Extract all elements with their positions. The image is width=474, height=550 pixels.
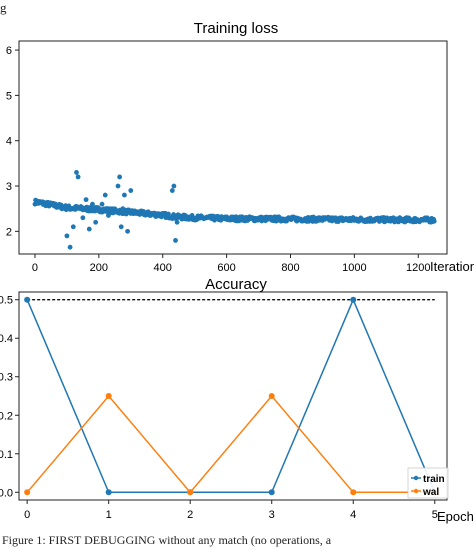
accuracy-ytick-label: 0.2 (0, 410, 13, 422)
loss-point (431, 218, 437, 224)
accuracy-xtick-label: 1 (106, 509, 112, 521)
legend-box (407, 467, 449, 499)
loss-ticks: 0 200 400 600 800 1000 1200 2 3 4 5 6 (6, 45, 431, 274)
loss-outlier-point (70, 224, 76, 230)
loss-outlier-point (74, 170, 79, 175)
loss-outlier-point (169, 188, 175, 193)
legend-marker-train (413, 475, 419, 481)
loss-xtick-label: 1200 (406, 262, 430, 274)
series-point-train (350, 296, 357, 303)
loss-outlier-point (75, 174, 81, 180)
loss-outlier-point (120, 206, 126, 212)
loss-plot-frame (18, 40, 448, 255)
series-point-wal (105, 393, 112, 399)
loss-outlier-point (102, 192, 108, 198)
accuracy-chart-title: Accuracy (205, 276, 267, 293)
loss-ytick-label: 6 (6, 45, 12, 57)
loss-chart: Training loss 0 200 400 600 800 1000 1200 2 3 4 5 6… (6, 20, 474, 274)
series-point-wal (187, 489, 194, 496)
loss-outlier-point (115, 183, 121, 189)
loss-xtick-label: 0 (32, 262, 38, 274)
accuracy-ytick-label: 0.4 (0, 333, 13, 345)
loss-xlabel: Iteration (430, 259, 474, 274)
loss-outlier-point (86, 226, 92, 232)
loss-ytick-label: 2 (6, 226, 12, 238)
accuracy-ytick-label: 0.0 (0, 487, 13, 499)
header-fragment: g (0, 0, 7, 15)
loss-outlier-point (106, 213, 111, 218)
loss-outlier-point (117, 174, 123, 180)
loss-outlier-point (122, 192, 127, 198)
loss-xtick-label: 200 (90, 262, 108, 274)
accuracy-series (24, 296, 438, 496)
loss-outlier-point (93, 219, 99, 225)
legend-marker-wal (413, 488, 419, 494)
accuracy-chart: Accuracy 0 1 2 3 4 50.00.10.20.30.40.5 Epoch … (0, 276, 474, 524)
accuracy-ticks: 0 1 2 3 4 5 0.0 0.1 0.2 0.3 0.4 0.5 (0, 295, 438, 521)
accuracy-plot-frame (18, 291, 448, 501)
loss-xtick-label: 600 (217, 262, 235, 274)
loss-chart-title: Training loss (194, 20, 278, 37)
series-point-train (268, 489, 275, 496)
accuracy-xtick-label: 2 (187, 509, 193, 521)
accuracy-ytick-label: 0.3 (0, 372, 13, 384)
loss-outlier-point (125, 228, 130, 234)
loss-points (32, 170, 437, 250)
accuracy-xtick-label: 3 (269, 509, 275, 521)
series-point-wal (350, 489, 357, 496)
loss-xtick-label: 800 (281, 262, 299, 274)
accuracy-xtick-label: 5 (432, 509, 438, 521)
loss-outlier-point (90, 201, 95, 207)
loss-ytick-label: 5 (6, 90, 12, 102)
legend: train wal (407, 467, 449, 499)
loss-outlier-point (174, 219, 180, 225)
accuracy-ytick-label: 0.1 (0, 449, 13, 461)
accuracy-ytick-label: 0.5 (0, 295, 13, 307)
loss-outlier-point (96, 208, 102, 214)
loss-outlier-point (173, 238, 178, 243)
loss-outlier-point (171, 183, 177, 189)
figure-caption: Figure 1: FIRST DEBUGGING without any ma… (2, 533, 332, 547)
legend-label-wal: wal (422, 487, 439, 498)
loss-ytick-label: 3 (6, 181, 12, 193)
loss-outlier-point (64, 233, 70, 239)
series-point-train (24, 296, 31, 303)
loss-point (123, 211, 129, 217)
loss-xtick-label: 400 (154, 262, 172, 274)
accuracy-xlabel: Epoch (437, 509, 474, 524)
loss-outlier-point (128, 188, 134, 193)
legend-label-train: train (423, 474, 445, 485)
loss-outlier-point (99, 201, 105, 207)
loss-outlier-point (80, 215, 86, 221)
series-line-train (26, 297, 436, 494)
series-point-wal (268, 393, 275, 399)
loss-outlier-point (67, 244, 73, 250)
series-line-wal (26, 394, 435, 494)
series-point-train (105, 489, 112, 496)
loss-outlier-point (83, 197, 89, 203)
loss-outlier-point (118, 224, 124, 230)
series-point-wal (24, 489, 31, 496)
loss-xtick-label: 1000 (342, 262, 366, 274)
accuracy-xtick-label: 0 (24, 509, 30, 521)
accuracy-xtick-label: 4 (350, 509, 356, 521)
loss-ytick-label: 4 (6, 136, 12, 148)
loss-point (166, 211, 171, 217)
